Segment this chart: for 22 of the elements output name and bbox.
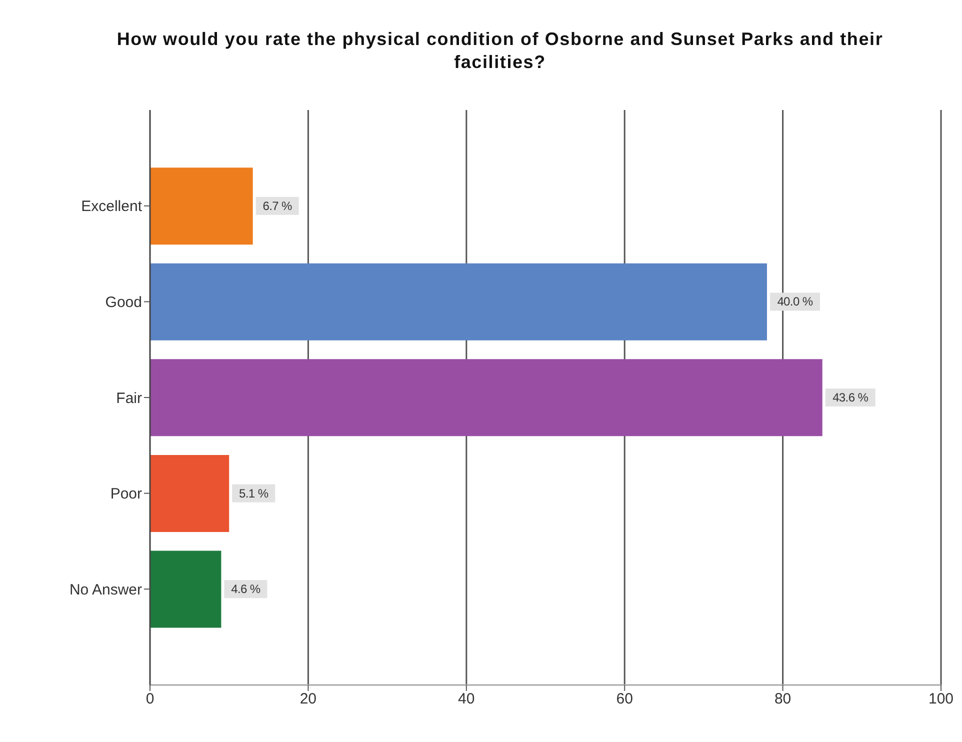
bar [150, 263, 767, 340]
y-tick-label: Excellent [81, 198, 143, 216]
x-tick-label: 0 [146, 690, 154, 708]
annotation: 6.7 % [262, 198, 293, 213]
x-tick-label: 40 [458, 690, 475, 708]
y-tick-label: Good [105, 294, 142, 312]
bar [150, 550, 222, 628]
bar [150, 168, 253, 245]
annotation: 5.1 % [239, 486, 269, 500]
annotation: 4.6 % [231, 582, 261, 596]
chart-title: How would you rate the physical condition of Osborne and Sunset Parks and their facilities? [116, 28, 884, 74]
x-tick-label: 100 [928, 690, 954, 708]
y-tick-label: Fair [116, 390, 142, 407]
x-tick-label: 20 [300, 690, 317, 708]
annotation: 43.6 % [832, 390, 869, 404]
bar [150, 359, 822, 436]
bar [150, 454, 230, 532]
x-tick-label: 60 [616, 690, 633, 708]
y-tick-label: Poor [110, 486, 142, 503]
y-tick-label: No Answer [69, 581, 142, 598]
annotation: 40.0 % [777, 294, 814, 309]
x-tick-label: 80 [774, 690, 792, 708]
